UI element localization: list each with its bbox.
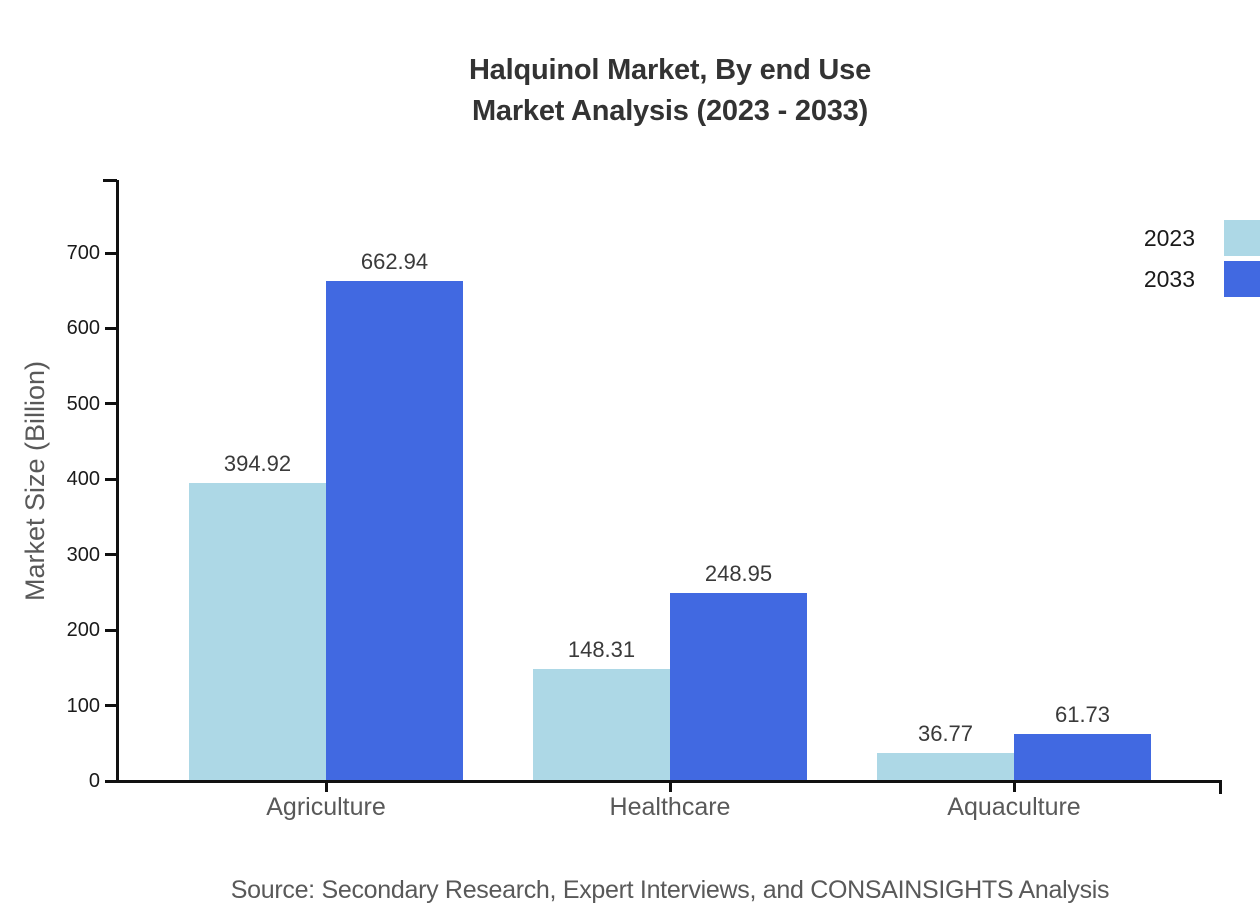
y-tick-label: 600: [66, 317, 100, 340]
y-axis-tick: [105, 402, 117, 406]
x-axis-right-cap-tick: [1219, 779, 1222, 794]
bar-aquaculture-2033: [1014, 734, 1151, 781]
bar-agriculture-2033: [326, 280, 463, 781]
value-label-agriculture-2033: 662.94: [360, 248, 429, 274]
bar-healthcare-2033: [670, 593, 807, 781]
y-axis-tick: [105, 628, 117, 632]
bar-agriculture-2023: [189, 483, 326, 781]
chart-title: Halquinol Market, By end Use Market Anal…: [90, 50, 1250, 132]
y-tick-label: 100: [66, 694, 100, 717]
y-axis-tick: [105, 477, 117, 481]
value-label-healthcare-2023: 148.31: [567, 637, 636, 663]
legend-swatch-2023: [1224, 220, 1260, 256]
value-label-aquaculture-2033: 61.73: [1054, 702, 1111, 728]
x-category-label-aquaculture: Aquaculture: [947, 793, 1081, 821]
chart-title-line1: Halquinol Market, By end Use: [468, 54, 872, 86]
value-label-agriculture-2023: 394.92: [223, 451, 292, 477]
y-axis-tick: [105, 251, 117, 255]
y-axis-tick: [105, 326, 117, 330]
y-axis-top-cap-tick: [103, 178, 117, 182]
y-tick-label: 200: [66, 619, 100, 642]
value-label-aquaculture-2023: 36.77: [917, 721, 974, 747]
chart-title-line2: Market Analysis (2023 - 2033): [471, 95, 869, 127]
y-tick-label: 0: [88, 770, 100, 792]
y-axis-tick: [105, 553, 117, 557]
value-label-healthcare-2033: 248.95: [704, 561, 773, 587]
bar-aquaculture-2023: [877, 753, 1014, 781]
y-tick-label: 400: [66, 468, 100, 491]
source-note: Source: Secondary Research, Expert Inter…: [230, 876, 1110, 904]
legend-label-2023: 2023: [1143, 225, 1195, 251]
x-category-label-agriculture: Agriculture: [266, 793, 386, 821]
x-axis-tick-aquaculture: [1012, 781, 1016, 792]
y-axis-tick: [105, 704, 117, 708]
y-axis-line: [115, 180, 119, 783]
x-category-label-healthcare: Healthcare: [609, 793, 731, 821]
legend-label-2033: 2033: [1143, 266, 1195, 292]
y-tick-label: 500: [66, 392, 100, 415]
bar-healthcare-2023: [533, 669, 670, 781]
y-axis-tick: [105, 779, 117, 783]
y-tick-label: 700: [66, 242, 100, 264]
x-axis-tick-healthcare: [668, 781, 672, 792]
y-tick-label: 300: [66, 543, 100, 566]
x-axis-tick-agriculture: [324, 781, 328, 792]
legend-swatch-2033: [1224, 261, 1260, 297]
